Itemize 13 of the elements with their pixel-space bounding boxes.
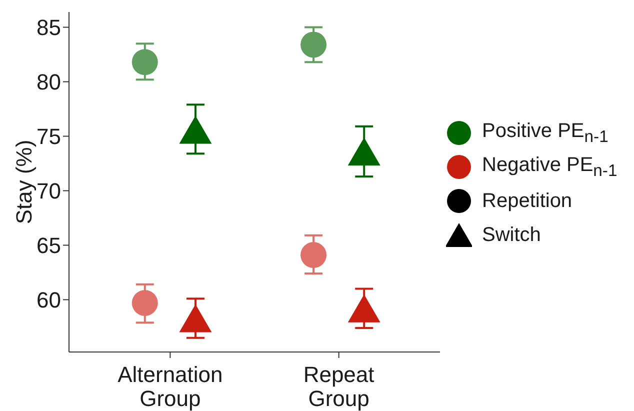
y-tick-label: 65: [36, 233, 61, 258]
x-tick-label: Repeat Group: [303, 362, 374, 411]
legend-label: Positive PE$_{n-1}$: [482, 120, 608, 146]
y-tick-label: 60: [36, 288, 61, 312]
text: Repetition: [482, 190, 572, 212]
y-tick-label: 85: [36, 15, 61, 40]
y-tick-label: 70: [36, 178, 61, 204]
y-tick-label: 75: [36, 124, 61, 150]
x-tick-label: Alternation Group: [118, 362, 223, 411]
y-tick-label: 80: [36, 70, 61, 95]
y-axis-title: Stay (%): [12, 140, 36, 224]
legend-label: Negative PE$_{n-1}$: [482, 154, 618, 180]
text: Switch: [482, 224, 541, 246]
